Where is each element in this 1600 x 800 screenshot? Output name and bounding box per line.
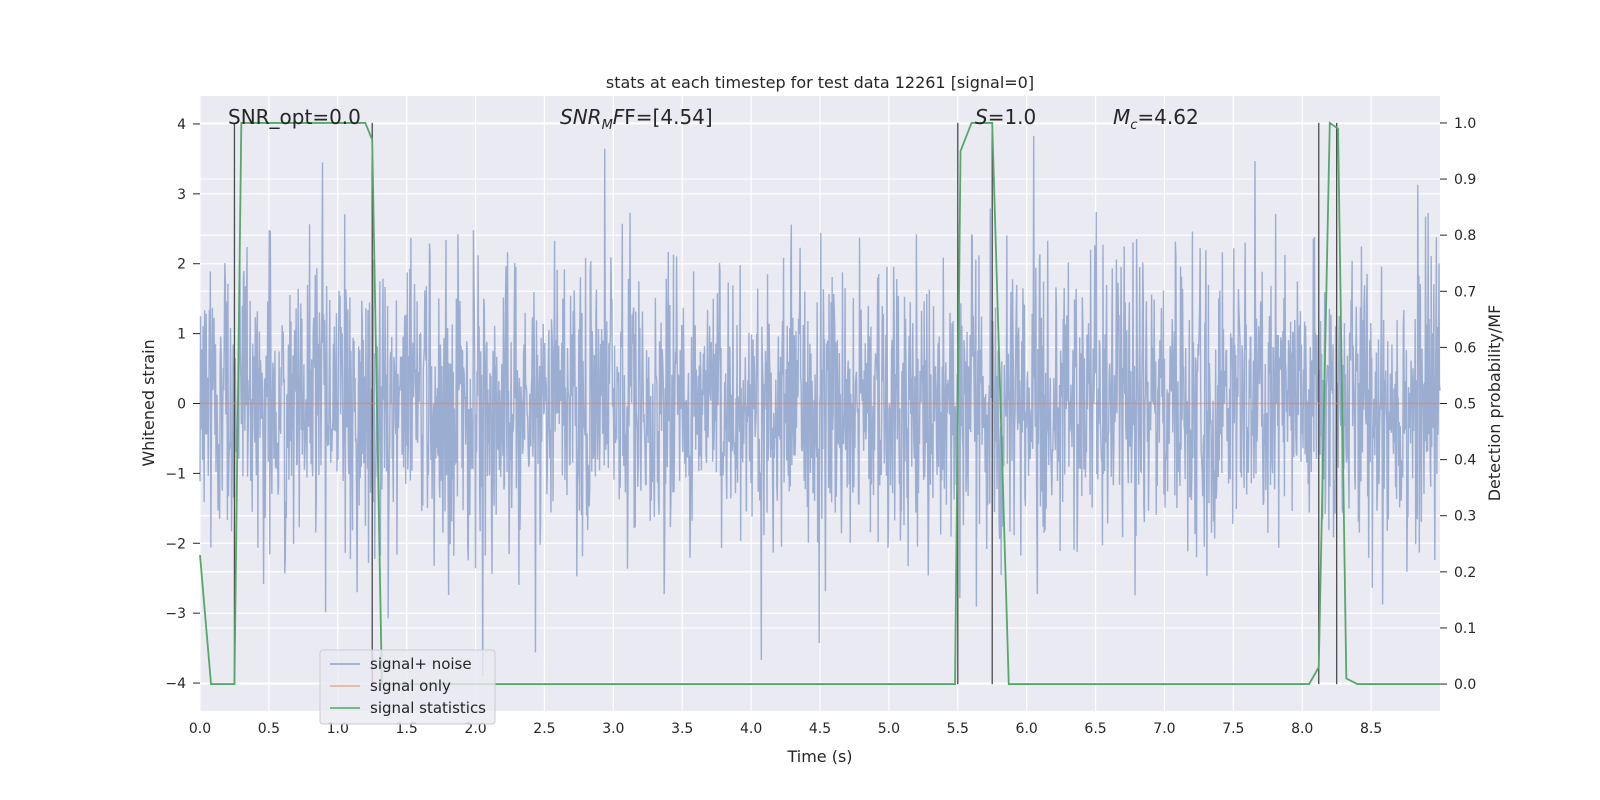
left-tick-labels: −4 −3 −2 −1 0 1 2 3 4 — [165, 117, 200, 692]
legend: signal+ noise signal only signal statist… — [319, 649, 496, 725]
series-signal-noise — [199, 136, 1441, 677]
right-tick-label-7: 0.7 — [1454, 284, 1476, 300]
annotation-snr-opt: SNR_opt=0.0 — [228, 105, 361, 129]
x-tick-label-1: 0.5 — [258, 721, 280, 737]
x-tick-label-3: 1.5 — [396, 721, 418, 737]
y-axis-label-right: Detection probability/MF — [1485, 305, 1504, 502]
x-tick-label-8: 4.0 — [740, 721, 762, 737]
x-tick-label-14: 7.0 — [1153, 721, 1175, 737]
x-tick-label-16: 8.0 — [1291, 721, 1313, 737]
x-tick-label-2: 1.0 — [327, 721, 349, 737]
x-tick-label-6: 3.0 — [602, 721, 624, 737]
x-tick-label-9: 4.5 — [809, 721, 831, 737]
left-tick-label-2: −2 — [165, 536, 186, 552]
signal-noise-line — [199, 136, 1441, 677]
signal-statistics-line — [199, 121, 1440, 685]
right-tick-label-9: 0.9 — [1454, 172, 1476, 188]
chart-title: stats at each timestep for test data 122… — [606, 73, 1034, 92]
x-tick-label-4: 2.0 — [464, 721, 486, 737]
left-tick-label-4: 0 — [177, 397, 186, 413]
y-axis-label-left: Whitened strain — [139, 339, 158, 466]
legend-label-signal-noise: signal+ noise — [370, 655, 472, 673]
right-tick-label-1: 0.1 — [1454, 621, 1476, 637]
right-tick-label-6: 0.6 — [1454, 340, 1476, 356]
series-signal-statistics — [199, 121, 1440, 685]
left-tick-label-8: 4 — [177, 117, 186, 133]
right-tick-label-5: 0.5 — [1454, 397, 1476, 413]
x-tick-label-12: 6.0 — [1016, 721, 1038, 737]
x-tick-labels: 0.0 0.5 1.0 1.5 2.0 2.5 3.0 3.5 4.0 4.5 5.0 5.5 6.0 6… — [189, 721, 1382, 737]
right-tick-labels: 0.0 0.1 0.2 0.3 0.4 0.5 0.6 0.7 0.8 0.9 1.0 — [1440, 116, 1476, 693]
x-tick-label-15: 7.5 — [1222, 721, 1244, 737]
right-tick-label-10: 1.0 — [1454, 116, 1476, 132]
legend-label-signal-statistics: signal statistics — [370, 699, 486, 717]
x-tick-label-0: 0.0 — [189, 721, 211, 737]
x-tick-label-10: 5.0 — [878, 721, 900, 737]
left-tick-label-6: 2 — [177, 257, 186, 273]
annotation-snr-mf: SNRMFF=[4.54] — [560, 105, 713, 133]
x-tick-label-13: 6.5 — [1084, 721, 1106, 737]
right-tick-label-4: 0.4 — [1454, 453, 1476, 469]
left-tick-label-0: −4 — [165, 676, 186, 692]
x-axis-label: Time (s) — [786, 747, 852, 766]
left-tick-label-1: −3 — [165, 606, 186, 622]
x-tick-label-11: 5.5 — [947, 721, 969, 737]
right-tick-label-2: 0.2 — [1454, 565, 1476, 581]
annotation-mc: Mc=4.62 — [1113, 105, 1199, 133]
legend-box — [319, 649, 496, 725]
annotation-s: S=1.0 — [975, 105, 1036, 129]
right-tick-label-8: 0.8 — [1454, 228, 1476, 244]
right-tick-label-0: 0.0 — [1454, 677, 1476, 693]
x-tick-label-7: 3.5 — [671, 721, 693, 737]
x-tick-label-5: 2.5 — [533, 721, 555, 737]
x-tick-label-17: 8.5 — [1360, 721, 1382, 737]
legend-label-signal-only: signal only — [370, 677, 451, 695]
left-tick-label-7: 3 — [177, 187, 186, 203]
right-tick-label-3: 0.3 — [1454, 509, 1476, 525]
left-tick-label-3: −1 — [165, 466, 186, 482]
left-tick-label-5: 1 — [177, 327, 186, 343]
